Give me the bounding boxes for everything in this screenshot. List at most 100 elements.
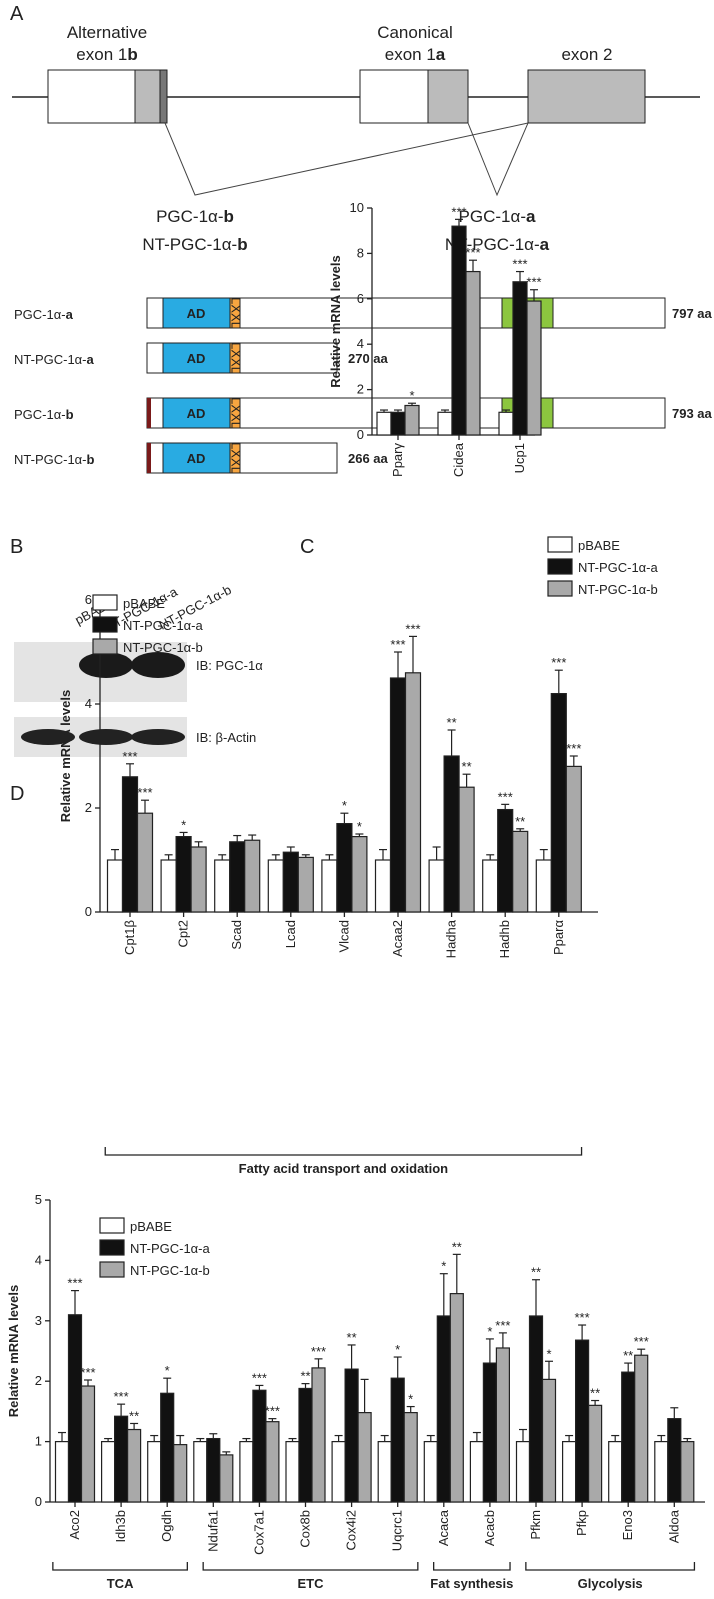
group-label: ETC bbox=[298, 1576, 325, 1591]
bar bbox=[465, 270, 481, 436]
domain-label: AD bbox=[187, 451, 206, 466]
significance: ** bbox=[129, 1408, 139, 1423]
x-tick-label: Ucp1 bbox=[512, 443, 527, 473]
legend-label: NT-PGC-1α-b bbox=[578, 582, 658, 597]
significance: * bbox=[441, 1259, 446, 1274]
bar bbox=[403, 1412, 418, 1503]
group-label: Fatty acid transport and oxidation bbox=[239, 1161, 449, 1176]
domain-label: AD bbox=[187, 306, 206, 321]
bar bbox=[374, 859, 392, 913]
legend-swatch bbox=[92, 594, 118, 611]
x-tick-label: Pfkp bbox=[574, 1510, 589, 1536]
exon-coding bbox=[159, 69, 168, 124]
exon-coding bbox=[427, 69, 469, 124]
bar bbox=[469, 1440, 484, 1503]
legend-swatch bbox=[99, 1217, 125, 1234]
significance: * bbox=[395, 1342, 400, 1357]
splice-line bbox=[467, 122, 529, 197]
exon-label: exon 1b bbox=[76, 45, 137, 64]
y-tick-label: 4 bbox=[35, 1252, 42, 1267]
exon-label: Canonical bbox=[377, 23, 453, 42]
bar bbox=[389, 677, 407, 913]
protein-diagrams: PGC-1α-aADLXXLRS797 aaNT-PGC-1α-aADLXXL2… bbox=[14, 297, 713, 474]
x-tick-label: Ogdh bbox=[159, 1510, 174, 1542]
protein-name: PGC-1α-b bbox=[14, 407, 74, 422]
significance: ** bbox=[300, 1369, 310, 1384]
bar bbox=[390, 411, 406, 436]
bar bbox=[351, 835, 368, 913]
x-tick-label: Acaa2 bbox=[390, 920, 405, 957]
x-tick-label: Cox4i2 bbox=[344, 1510, 359, 1550]
significance: * bbox=[408, 1392, 413, 1407]
group-bracket bbox=[433, 1562, 511, 1571]
blot-label: IB: β-Actin bbox=[196, 730, 256, 745]
domain-label: LXXL bbox=[229, 297, 244, 329]
bar bbox=[634, 1354, 649, 1503]
x-tick-label: Eno3 bbox=[620, 1510, 635, 1540]
significance: *** bbox=[405, 621, 420, 636]
significance: *** bbox=[252, 1370, 267, 1385]
significance: *** bbox=[512, 257, 527, 272]
isoform-label: NT-PGC-1α-a bbox=[445, 235, 550, 254]
protein-name: NT-PGC-1α-b bbox=[14, 452, 95, 467]
domain-label: LXXL bbox=[229, 342, 244, 374]
group-label: Glycolysis bbox=[578, 1576, 643, 1591]
band bbox=[131, 652, 185, 678]
group-bracket bbox=[52, 1562, 188, 1571]
y-tick-label: 6 bbox=[357, 291, 364, 306]
bar bbox=[239, 1440, 254, 1503]
domain-label: LXXL bbox=[229, 442, 244, 474]
significance: *** bbox=[566, 741, 581, 756]
x-tick-label: Idh3b bbox=[113, 1510, 128, 1543]
protein-name: PGC-1α-a bbox=[14, 307, 74, 322]
exon-coding bbox=[527, 69, 646, 124]
bar bbox=[219, 1454, 234, 1503]
significance: * bbox=[342, 798, 347, 813]
bar bbox=[136, 812, 154, 913]
bar bbox=[574, 1339, 590, 1503]
domain-lxxl bbox=[229, 297, 241, 329]
significance: ** bbox=[515, 814, 525, 829]
bar bbox=[298, 1387, 313, 1503]
bar bbox=[498, 411, 514, 436]
bar bbox=[214, 859, 231, 913]
y-tick-label: 2 bbox=[35, 1373, 42, 1388]
domain-label: AD bbox=[187, 406, 206, 421]
legend-label: pBABE bbox=[130, 1219, 172, 1234]
protein-name: NT-PGC-1α-a bbox=[14, 352, 95, 367]
bar bbox=[160, 1392, 175, 1503]
significance: ** bbox=[462, 759, 472, 774]
bar bbox=[451, 225, 467, 436]
isoform-label: NT-PGC-1α-b bbox=[142, 235, 247, 254]
bar bbox=[126, 1428, 142, 1503]
panel-label: A bbox=[10, 3, 24, 25]
bar bbox=[667, 1418, 682, 1503]
domain-label: AD bbox=[187, 351, 206, 366]
x-tick-label: Cpt1β bbox=[122, 920, 137, 955]
bar bbox=[565, 765, 582, 913]
exon-label: Alternative bbox=[67, 23, 147, 42]
bar bbox=[113, 1415, 129, 1503]
y-tick-label: 5 bbox=[35, 1192, 42, 1207]
bar bbox=[160, 859, 177, 913]
y-tick-label: 0 bbox=[35, 1494, 42, 1509]
protein-name-part: b bbox=[87, 452, 95, 467]
x-tick-label: Pparγ bbox=[390, 443, 405, 477]
bar bbox=[587, 1404, 603, 1503]
bar bbox=[175, 835, 192, 913]
bar bbox=[106, 859, 124, 913]
x-tick-label: Vlcad bbox=[336, 920, 351, 953]
band bbox=[79, 652, 133, 678]
bar bbox=[357, 1412, 372, 1503]
significance: * bbox=[409, 388, 414, 403]
y-axis-label: Relative mRNA levels bbox=[6, 1285, 21, 1417]
x-tick-label: Scad bbox=[229, 920, 244, 950]
y-tick-label: 0 bbox=[357, 427, 364, 442]
x-tick-label: Acaca bbox=[436, 1509, 451, 1546]
splice-line bbox=[164, 122, 529, 196]
alt-exon-stripe bbox=[147, 398, 151, 428]
significance: * bbox=[487, 1324, 492, 1339]
bar bbox=[621, 1371, 636, 1503]
legend-label: pBABE bbox=[123, 596, 165, 611]
